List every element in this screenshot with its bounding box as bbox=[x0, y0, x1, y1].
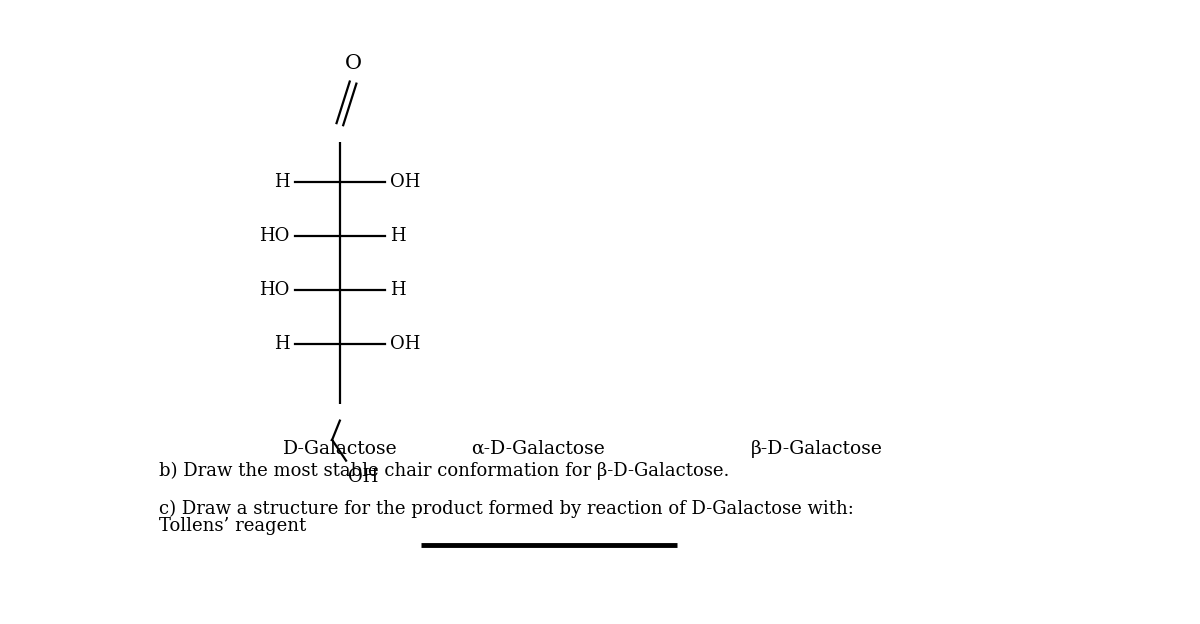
Text: H: H bbox=[274, 173, 289, 191]
Text: β-D-Galactose: β-D-Galactose bbox=[750, 440, 882, 458]
Text: D-Galactose: D-Galactose bbox=[282, 440, 397, 458]
Text: O: O bbox=[344, 54, 361, 74]
Text: HO: HO bbox=[259, 227, 289, 245]
Text: OH: OH bbox=[390, 173, 421, 191]
Text: c) Draw a structure for the product formed by reaction of D-Galactose with:: c) Draw a structure for the product form… bbox=[160, 500, 854, 519]
Text: H: H bbox=[390, 227, 406, 245]
Text: Tollens’ reagent: Tollens’ reagent bbox=[160, 517, 306, 535]
Text: HO: HO bbox=[259, 281, 289, 299]
Text: H: H bbox=[274, 334, 289, 353]
Text: OH: OH bbox=[348, 467, 378, 485]
Text: b) Draw the most stable chair conformation for β-D-Galactose.: b) Draw the most stable chair conformati… bbox=[160, 462, 730, 480]
Text: OH: OH bbox=[390, 334, 421, 353]
Text: α-D-Galactose: α-D-Galactose bbox=[470, 440, 605, 458]
Text: H: H bbox=[390, 281, 406, 299]
